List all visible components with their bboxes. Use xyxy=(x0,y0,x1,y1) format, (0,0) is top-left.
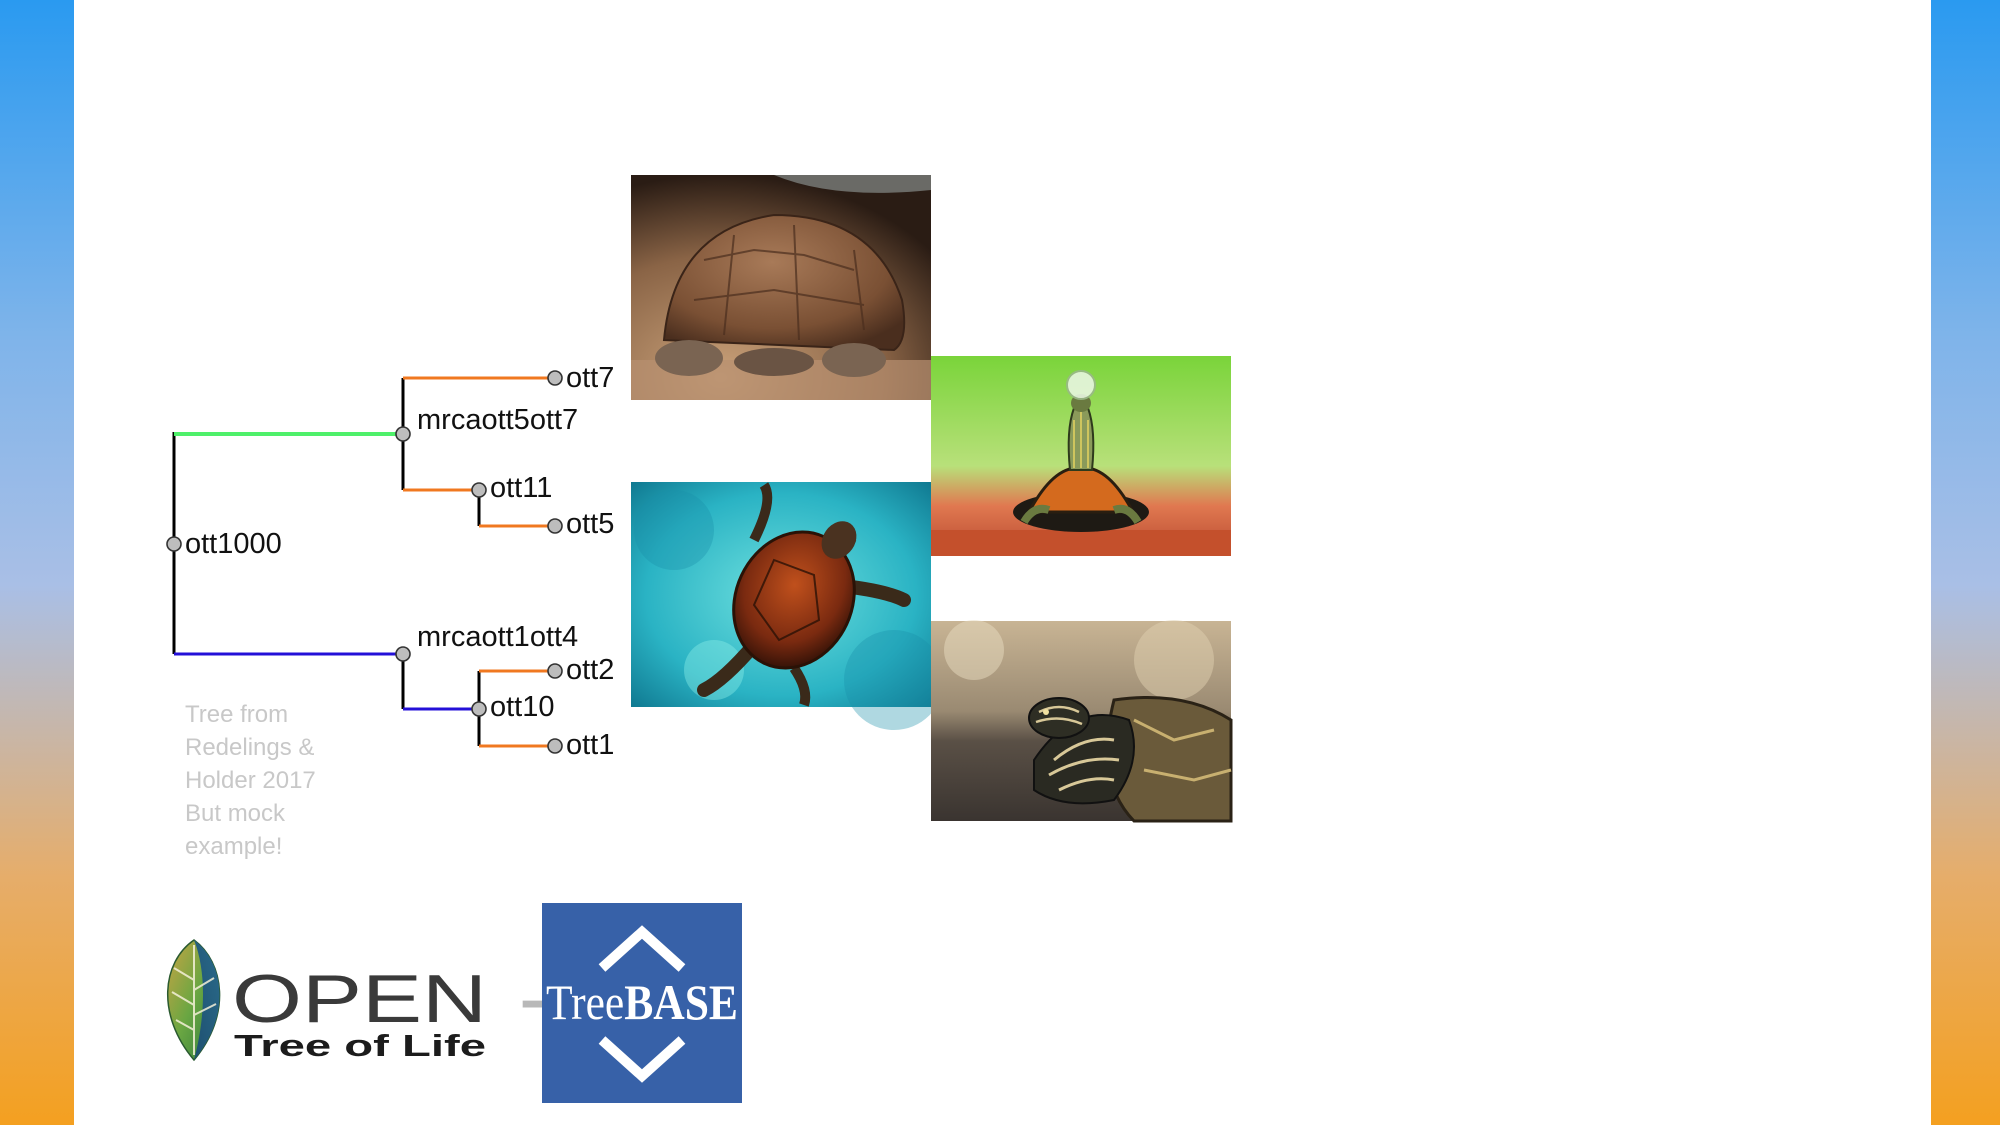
right-gradient-bar xyxy=(1931,0,2000,1125)
label-ott10: ott10 xyxy=(490,691,555,723)
label-mrcaott5ott7: mrcaott5ott7 xyxy=(417,404,578,436)
node-ott11[interactable] xyxy=(471,482,487,498)
node-ott10[interactable] xyxy=(471,701,487,717)
treebase-prefix: Tree xyxy=(546,974,624,1030)
label-mrcaott1ott4: mrcaott1ott4 xyxy=(417,621,578,653)
note-line-3: Holder 2017 xyxy=(185,767,316,794)
treebase-wordmark: TreeBASE xyxy=(546,974,738,1030)
label-ott7: ott7 xyxy=(566,362,614,394)
open-tree-of-life-logo: OPEN Tree of Life xyxy=(166,939,487,1063)
photo-red-eared-slider xyxy=(931,356,1231,556)
label-ott5: ott5 xyxy=(566,508,614,540)
tree-note: Tree from Redelings & Holder 2017 But mo… xyxy=(185,701,316,860)
node-ott1[interactable] xyxy=(547,738,563,754)
label-ott1: ott1 xyxy=(566,729,614,761)
node-ott7[interactable] xyxy=(547,370,563,386)
note-line-4: But mock xyxy=(185,800,286,827)
treebase-suffix: BASE xyxy=(624,974,738,1030)
open-tree-line1: OPEN xyxy=(232,961,487,1037)
slide-canvas: ott1000 mrcaott5ott7 ott7 ott11 ott5 mrc… xyxy=(166,175,1233,1103)
open-tree-line2: Tree of Life xyxy=(234,1028,486,1063)
node-mrcaott1ott4[interactable] xyxy=(395,646,411,662)
node-ott1000[interactable] xyxy=(166,536,182,552)
phylo-tree: ott1000 mrcaott5ott7 ott7 ott11 ott5 mrc… xyxy=(166,362,614,761)
photo-map-turtle xyxy=(931,620,1233,823)
photo-sea-turtle xyxy=(631,482,944,730)
node-ott2[interactable] xyxy=(547,663,563,679)
slide: ott1000 mrcaott5ott7 ott7 ott11 ott5 mrc… xyxy=(74,0,1931,1125)
treebase-logo: TreeBASE xyxy=(542,903,742,1103)
photo-tortoise xyxy=(631,175,931,400)
treebase-chevron-up-icon xyxy=(598,925,686,972)
node-mrcaott5ott7[interactable] xyxy=(395,426,411,442)
note-line-5: example! xyxy=(185,833,282,860)
left-gradient-bar xyxy=(0,0,74,1125)
label-ott1000: ott1000 xyxy=(185,528,282,560)
treebase-chevron-down-icon xyxy=(598,1036,686,1083)
node-ott5[interactable] xyxy=(547,518,563,534)
note-line-1: Tree from xyxy=(185,701,288,728)
note-line-2: Redelings & xyxy=(185,734,314,761)
label-ott2: ott2 xyxy=(566,654,614,686)
label-ott11: ott11 xyxy=(490,472,552,504)
